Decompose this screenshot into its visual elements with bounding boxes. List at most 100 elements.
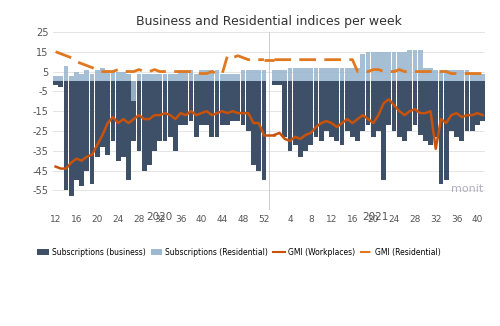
Bar xyxy=(188,82,194,121)
Bar xyxy=(329,82,334,137)
Bar xyxy=(214,69,220,82)
Bar xyxy=(293,82,298,145)
Bar xyxy=(360,82,365,131)
Bar xyxy=(132,82,136,141)
Bar xyxy=(110,71,116,82)
Bar xyxy=(204,82,209,125)
Bar xyxy=(412,82,418,125)
Bar xyxy=(308,67,313,82)
Bar xyxy=(214,82,220,137)
Bar xyxy=(360,54,365,82)
Bar xyxy=(460,69,464,82)
Bar xyxy=(434,69,438,82)
Bar xyxy=(402,82,407,141)
Bar xyxy=(142,82,146,170)
Bar xyxy=(173,74,178,82)
Bar xyxy=(230,82,235,121)
Bar xyxy=(412,50,418,82)
Bar xyxy=(58,82,63,87)
Bar xyxy=(382,52,386,82)
Bar xyxy=(220,74,224,82)
Bar xyxy=(288,67,292,82)
Bar xyxy=(194,74,198,82)
Bar xyxy=(408,82,412,131)
Bar xyxy=(220,82,224,125)
Bar xyxy=(480,74,485,82)
Bar xyxy=(480,82,485,121)
Bar xyxy=(262,69,266,82)
Bar xyxy=(84,69,89,82)
Bar xyxy=(428,82,433,145)
Bar xyxy=(319,67,324,82)
Title: Business and Residential indices per week: Business and Residential indices per wee… xyxy=(136,15,402,28)
Bar xyxy=(90,74,94,82)
Bar xyxy=(303,67,308,82)
Bar xyxy=(184,69,188,82)
Bar xyxy=(110,82,116,141)
Bar xyxy=(158,82,162,141)
Bar xyxy=(303,82,308,151)
Bar xyxy=(204,69,209,82)
Bar xyxy=(126,74,131,82)
Text: 2021: 2021 xyxy=(362,212,389,222)
Bar xyxy=(225,74,230,82)
Text: 2020: 2020 xyxy=(146,212,173,222)
Bar xyxy=(454,82,459,137)
Bar xyxy=(460,82,464,141)
Bar xyxy=(74,82,79,181)
Bar xyxy=(272,69,276,82)
Bar xyxy=(147,74,152,82)
Bar xyxy=(162,74,168,82)
Bar xyxy=(324,82,329,131)
Legend: Subscriptions (business), Subscriptions (Residential), GMI (Workplaces), GMI (Re: Subscriptions (business), Subscriptions … xyxy=(34,245,444,260)
Bar xyxy=(366,52,370,82)
Bar xyxy=(345,67,350,82)
Bar xyxy=(106,82,110,155)
Bar xyxy=(277,82,282,85)
Bar xyxy=(168,82,172,137)
Bar xyxy=(345,82,350,131)
Bar xyxy=(329,67,334,82)
Bar xyxy=(392,82,396,131)
Bar xyxy=(282,82,287,137)
Bar xyxy=(74,71,79,82)
Bar xyxy=(53,82,58,85)
Bar xyxy=(397,82,402,137)
Bar xyxy=(366,82,370,125)
Bar xyxy=(100,67,105,82)
Bar xyxy=(293,67,298,82)
Bar xyxy=(173,82,178,151)
Bar xyxy=(449,82,454,131)
Bar xyxy=(184,82,188,125)
Bar xyxy=(121,71,126,82)
Bar xyxy=(371,82,376,137)
Bar xyxy=(210,82,214,137)
Bar xyxy=(314,82,318,137)
Bar xyxy=(350,67,355,82)
Bar xyxy=(272,82,276,85)
Bar xyxy=(158,74,162,82)
Bar xyxy=(340,67,344,82)
Bar xyxy=(376,52,381,82)
Bar xyxy=(402,52,407,82)
Bar xyxy=(136,74,141,82)
Bar xyxy=(408,50,412,82)
Bar xyxy=(324,67,329,82)
Bar xyxy=(434,82,438,137)
Bar xyxy=(256,82,261,170)
Bar xyxy=(444,69,448,82)
Bar xyxy=(438,82,444,185)
Bar xyxy=(80,74,84,82)
Bar xyxy=(475,82,480,125)
Bar xyxy=(240,69,246,82)
Bar xyxy=(386,82,392,125)
Bar xyxy=(475,74,480,82)
Bar xyxy=(132,82,136,101)
Bar xyxy=(116,82,120,161)
Bar xyxy=(314,67,318,82)
Bar xyxy=(147,82,152,165)
Bar xyxy=(386,52,392,82)
Bar xyxy=(464,69,469,82)
Bar xyxy=(246,69,250,82)
Bar xyxy=(298,82,303,157)
